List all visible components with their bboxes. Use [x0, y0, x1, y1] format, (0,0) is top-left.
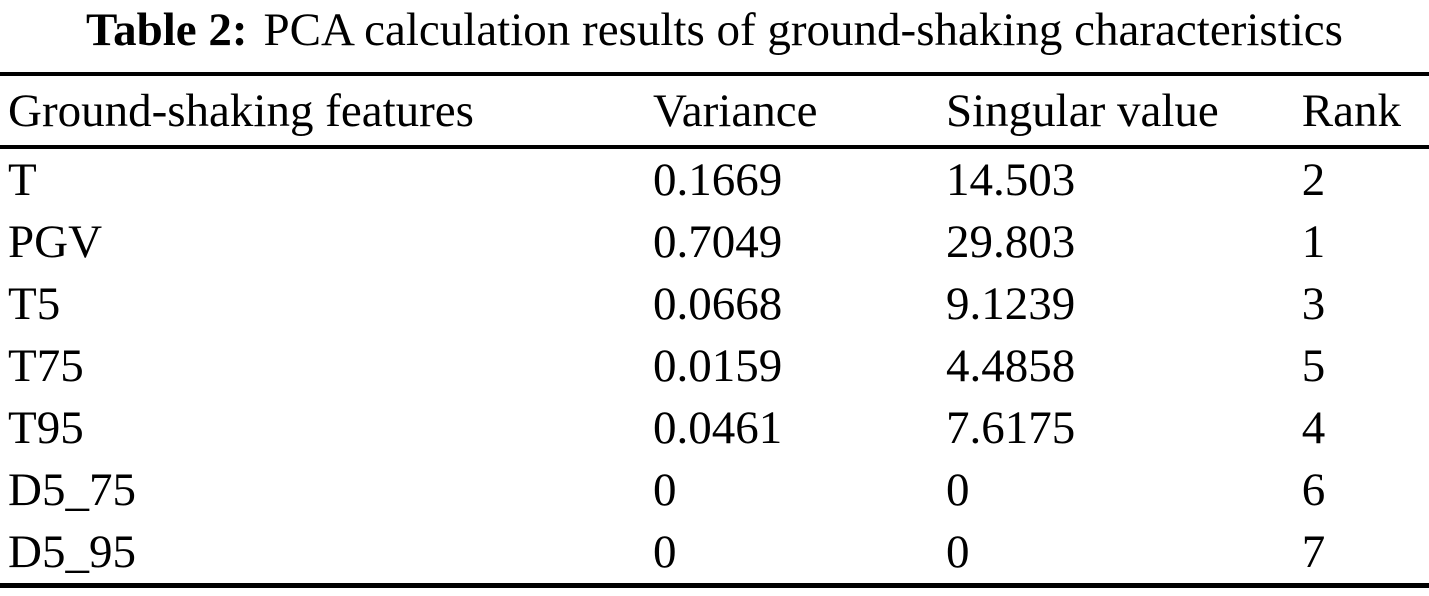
cell-rank: 2: [1301, 154, 1326, 206]
cell-feature: T5: [8, 278, 61, 330]
cell-rank: 7: [1301, 526, 1326, 578]
table-caption: Table 2: PCA calculation results of groun…: [0, 0, 1429, 58]
cell-rank: 6: [1301, 464, 1326, 516]
table-caption-label: Table 2:: [86, 4, 248, 56]
table-row: D5_95 0 0 7: [0, 521, 1429, 586]
cell-variance: 0.7049: [653, 216, 783, 268]
table-row: T5 0.0668 9.1239 3: [0, 273, 1429, 335]
cell-variance: 0: [653, 526, 677, 578]
cell-singular-value: 4.4858: [945, 340, 1076, 392]
table-row: PGV 0.7049 29.803 1: [0, 211, 1429, 273]
table-row: D5_75 0 0 6: [0, 459, 1429, 521]
cell-rank: 4: [1301, 402, 1326, 454]
cell-feature: D5_95: [8, 526, 136, 578]
cell-feature: T: [8, 154, 37, 206]
cell-variance: 0: [653, 464, 677, 516]
cell-variance: 0.0668: [653, 278, 783, 330]
column-header-variance: Variance: [653, 74, 946, 149]
cell-singular-value: 0: [945, 464, 970, 516]
cell-singular-value: 29.803: [945, 216, 1076, 268]
cell-feature: T95: [8, 402, 84, 454]
cell-rank: 3: [1301, 278, 1326, 330]
cell-singular-value: 7.6175: [945, 402, 1076, 454]
column-header-singular-value: Singular value: [945, 74, 1302, 149]
cell-variance: 0.0159: [653, 340, 783, 392]
column-header-rank: Rank: [1301, 74, 1429, 149]
column-header-features: Ground-shaking features: [0, 74, 654, 149]
table-row: T75 0.0159 4.4858 5: [0, 335, 1429, 397]
cell-singular-value: 0: [945, 526, 970, 578]
table-caption-title: PCA calculation results of ground-shakin…: [263, 4, 1343, 56]
cell-feature: PGV: [8, 216, 103, 268]
cell-variance: 0.0461: [653, 402, 783, 454]
cell-rank: 1: [1301, 216, 1326, 268]
header-row: Ground-shaking features Variance Singula…: [0, 74, 1429, 149]
cell-variance: 0.1669: [653, 154, 783, 206]
pca-results-table: Ground-shaking features Variance Singula…: [0, 72, 1429, 588]
cell-feature: D5_75: [8, 464, 136, 516]
cell-rank: 5: [1301, 340, 1326, 392]
table-row: T 0.1669 14.503 2: [0, 147, 1429, 211]
cell-singular-value: 14.503: [945, 154, 1076, 206]
table-row: T95 0.0461 7.6175 4: [0, 397, 1429, 459]
cell-singular-value: 9.1239: [945, 278, 1076, 330]
cell-feature: T75: [8, 340, 84, 392]
